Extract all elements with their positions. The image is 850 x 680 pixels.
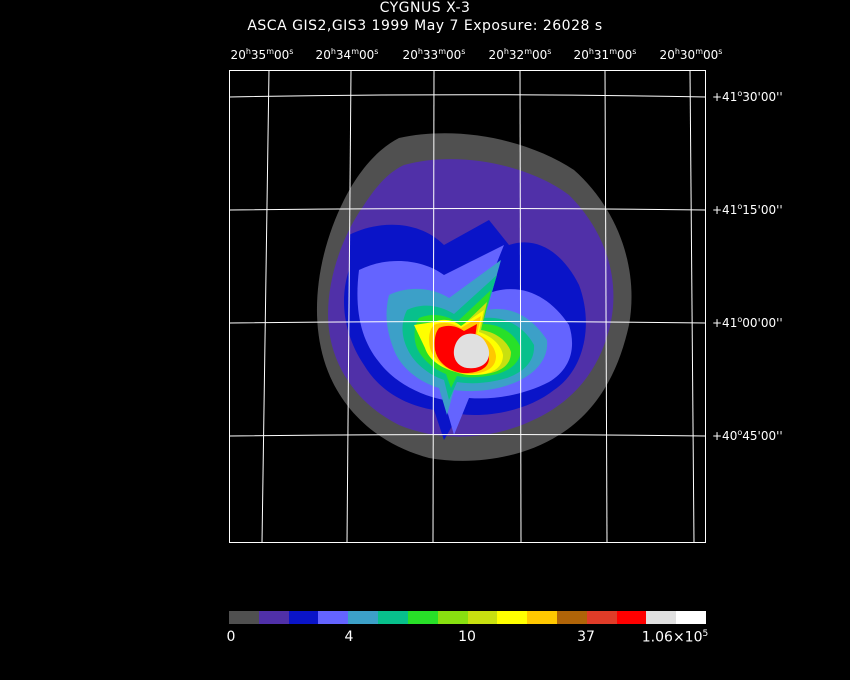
colorbar — [229, 611, 706, 624]
image-title: CYGNUS X-3 — [379, 0, 471, 16]
ra-label: 20h30m00s — [659, 47, 723, 63]
ra-gridline — [432, 70, 435, 543]
dec-gridline — [229, 94, 706, 98]
dec-label: +40o45'00'' — [712, 428, 783, 444]
colorbar-swatch — [467, 611, 498, 624]
colorbar-swatch — [258, 611, 289, 624]
colorbar-swatch — [497, 611, 528, 624]
ra-gridline — [604, 70, 608, 543]
dec-gridline — [229, 321, 706, 324]
ra-label: 20h35m00s — [230, 47, 294, 63]
colorbar-swatch — [407, 611, 438, 624]
colorbar-swatch — [318, 611, 349, 624]
colorbar-label: 4 — [344, 629, 354, 645]
dec-gridline — [229, 434, 706, 437]
image-subtitle: ASCA GIS2,GIS3 1999 May 7 Exposure: 2602… — [247, 18, 603, 34]
dec-gridline — [229, 208, 706, 211]
colorbar-label: 10 — [458, 629, 476, 645]
colorbar-swatch — [586, 611, 617, 624]
ra-gridline — [519, 70, 522, 543]
ra-label: 20h34m00s — [315, 47, 379, 63]
colorbar-swatch — [527, 611, 557, 624]
ra-label: 20h31m00s — [573, 47, 637, 63]
colorbar-swatch — [437, 611, 468, 624]
colorbar-swatch — [646, 611, 677, 624]
xray-emission — [316, 133, 632, 461]
colorbar-swatch — [348, 611, 379, 624]
colorbar-label: 0 — [226, 629, 236, 645]
dec-label: +41o00'00'' — [712, 315, 783, 331]
colorbar-swatch — [676, 611, 706, 624]
ra-gridline — [689, 70, 695, 543]
colorbar-swatch — [229, 611, 259, 624]
ra-label: 20h32m00s — [488, 47, 552, 63]
colorbar-swatch — [616, 611, 647, 624]
ra-label: 20h33m00s — [402, 47, 466, 63]
colorbar-swatch — [378, 611, 408, 624]
colorbar-swatch — [288, 611, 319, 624]
coordinate-grid — [229, 70, 706, 543]
dec-label: +41o15'00'' — [712, 202, 783, 218]
colorbar-swatch — [556, 611, 587, 624]
colorbar-label-max: 1.06×105 — [641, 629, 709, 646]
ra-gridline — [261, 70, 270, 543]
xray-image — [229, 70, 706, 543]
dec-label: +41o30'00'' — [712, 89, 783, 105]
colorbar-label: 37 — [577, 629, 595, 645]
ra-gridline — [346, 70, 352, 543]
